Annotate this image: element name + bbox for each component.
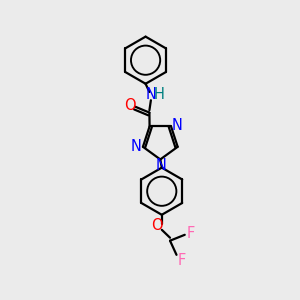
Text: O: O	[151, 218, 162, 233]
Text: N: N	[131, 139, 142, 154]
Text: F: F	[178, 253, 186, 268]
Text: H: H	[154, 87, 165, 102]
Text: O: O	[124, 98, 136, 113]
Text: N: N	[172, 118, 183, 133]
Text: F: F	[187, 226, 195, 241]
Text: N: N	[146, 87, 156, 102]
Text: N: N	[155, 158, 166, 173]
